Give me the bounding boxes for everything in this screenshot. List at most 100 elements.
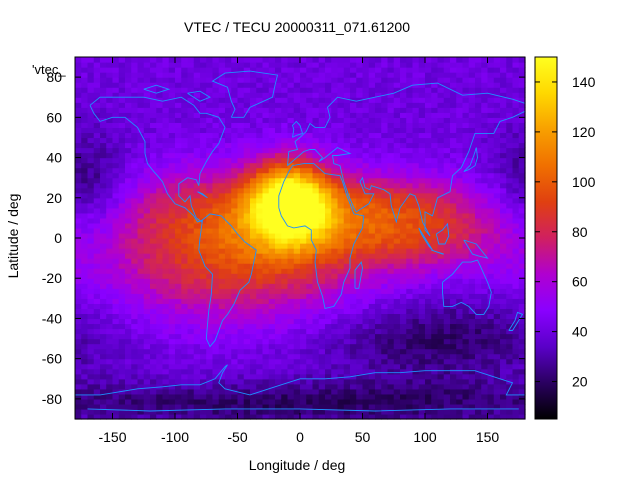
heatmap-cell bbox=[318, 258, 326, 264]
heatmap-cell bbox=[375, 353, 382, 360]
heatmap-cell bbox=[212, 157, 220, 164]
heatmap-cell bbox=[87, 167, 95, 174]
heatmap-cell bbox=[218, 238, 226, 244]
heatmap-cell bbox=[400, 318, 407, 325]
heatmap-cell bbox=[350, 263, 357, 269]
heatmap-cell bbox=[300, 293, 307, 299]
heatmap-cell bbox=[456, 157, 464, 164]
heatmap-cell bbox=[268, 62, 276, 68]
heatmap-cell bbox=[418, 182, 426, 189]
heatmap-cell bbox=[381, 82, 389, 88]
heatmap-cell bbox=[87, 197, 95, 204]
heatmap-cell bbox=[437, 182, 445, 189]
heatmap-cell bbox=[175, 298, 182, 304]
heatmap-cell bbox=[393, 102, 401, 108]
heatmap-cell bbox=[356, 142, 364, 149]
heatmap-cell bbox=[462, 288, 470, 294]
heatmap-cell bbox=[137, 278, 145, 284]
heatmap-cell bbox=[343, 102, 351, 108]
heatmap-cell bbox=[481, 393, 489, 400]
heatmap-cell bbox=[356, 378, 364, 385]
heatmap-cell bbox=[125, 132, 132, 139]
heatmap-cell bbox=[193, 102, 201, 108]
heatmap-cell bbox=[218, 162, 226, 169]
heatmap-cell bbox=[81, 253, 89, 259]
heatmap-cell bbox=[193, 403, 201, 410]
heatmap-cell bbox=[93, 303, 101, 309]
heatmap-cell bbox=[231, 102, 239, 108]
heatmap-cell bbox=[75, 373, 82, 380]
heatmap-cell bbox=[393, 152, 401, 159]
heatmap-cell bbox=[81, 172, 89, 179]
heatmap-cell bbox=[218, 122, 226, 128]
heatmap-cell bbox=[125, 378, 132, 385]
heatmap-cell bbox=[400, 117, 407, 123]
heatmap-cell bbox=[393, 157, 401, 164]
heatmap-cell bbox=[293, 308, 301, 315]
heatmap-cell bbox=[131, 373, 139, 380]
heatmap-cell bbox=[412, 182, 420, 189]
heatmap-cell bbox=[387, 338, 395, 345]
heatmap-cell bbox=[418, 227, 426, 234]
heatmap-cell bbox=[168, 253, 176, 259]
heatmap-cell bbox=[262, 62, 270, 68]
heatmap-cell bbox=[300, 398, 307, 405]
heatmap-cell bbox=[468, 102, 476, 108]
heatmap-cell bbox=[350, 248, 357, 254]
heatmap-cell bbox=[193, 132, 201, 139]
heatmap-cell bbox=[212, 162, 220, 169]
heatmap-cell bbox=[468, 243, 476, 249]
heatmap-cell bbox=[243, 77, 251, 83]
heatmap-cell bbox=[225, 232, 232, 239]
heatmap-cell bbox=[137, 172, 145, 179]
heatmap-cell bbox=[450, 207, 457, 214]
heatmap-cell bbox=[243, 288, 251, 294]
heatmap-cell bbox=[93, 368, 101, 375]
heatmap-cell bbox=[168, 132, 176, 139]
heatmap-cell bbox=[175, 293, 182, 299]
heatmap-cell bbox=[250, 378, 257, 385]
heatmap-cell bbox=[481, 343, 489, 350]
heatmap-cell bbox=[193, 353, 201, 360]
heatmap-cell bbox=[143, 97, 151, 103]
heatmap-cell bbox=[287, 253, 295, 259]
heatmap-cell bbox=[400, 308, 407, 315]
heatmap-cell bbox=[406, 67, 414, 73]
heatmap-cell bbox=[87, 413, 95, 420]
heatmap-cell bbox=[243, 338, 251, 345]
heatmap-cell bbox=[418, 333, 426, 340]
heatmap-cell bbox=[475, 278, 482, 284]
heatmap-cell bbox=[431, 348, 439, 355]
heatmap-cell bbox=[450, 57, 457, 63]
heatmap-cell bbox=[406, 318, 414, 325]
heatmap-cell bbox=[287, 232, 295, 239]
heatmap-cell bbox=[437, 102, 445, 108]
heatmap-cell bbox=[406, 243, 414, 249]
heatmap-cell bbox=[450, 222, 457, 229]
heatmap-cell bbox=[456, 293, 464, 299]
heatmap-cell bbox=[231, 122, 239, 128]
heatmap-cell bbox=[275, 167, 282, 174]
heatmap-cell bbox=[437, 348, 445, 355]
heatmap-cell bbox=[250, 67, 257, 73]
heatmap-cell bbox=[262, 177, 270, 184]
heatmap-cell bbox=[293, 363, 301, 370]
heatmap-cell bbox=[75, 293, 82, 299]
heatmap-cell bbox=[125, 373, 132, 380]
heatmap-cell bbox=[100, 172, 107, 179]
heatmap-cell bbox=[206, 328, 214, 335]
heatmap-cell bbox=[256, 57, 264, 63]
heatmap-cell bbox=[237, 112, 245, 118]
heatmap-cell bbox=[425, 82, 432, 88]
heatmap-cell bbox=[193, 157, 201, 164]
heatmap-cell bbox=[431, 117, 439, 123]
heatmap-cell bbox=[225, 398, 232, 405]
heatmap-cell bbox=[450, 353, 457, 360]
heatmap-cell bbox=[318, 187, 326, 194]
heatmap-cell bbox=[125, 283, 132, 289]
heatmap-cell bbox=[275, 107, 282, 113]
heatmap-cell bbox=[468, 147, 476, 154]
heatmap-cell bbox=[300, 127, 307, 134]
heatmap-cell bbox=[306, 393, 314, 400]
heatmap-cell bbox=[475, 293, 482, 299]
